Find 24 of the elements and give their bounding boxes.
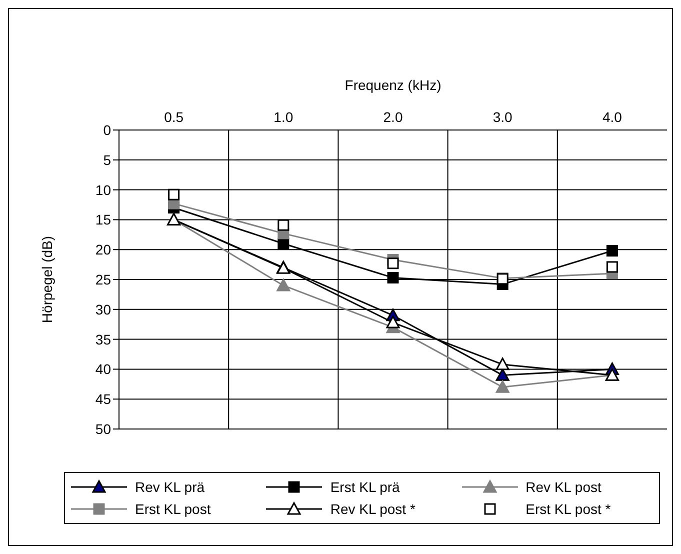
y-tick-label: 10 xyxy=(95,182,112,198)
y-tick-label: 40 xyxy=(95,361,112,378)
x-tick-label: 3.0 xyxy=(492,109,513,125)
legend-label: Rev KL post xyxy=(526,479,602,495)
x-tick-label: 2.0 xyxy=(383,109,403,125)
x-tick-label: 4.0 xyxy=(602,109,622,125)
y-tick-label: 50 xyxy=(95,420,112,437)
legend-label: Erst KL prä xyxy=(330,479,400,495)
legend-label: Erst KL post xyxy=(135,501,211,517)
x-tick-label: 0.5 xyxy=(164,109,184,125)
legend-label: Erst KL post * xyxy=(526,501,611,517)
x-axis-title: Frequenz (kHz) xyxy=(344,76,442,93)
x-tick-label: 1.0 xyxy=(274,109,294,125)
y-tick-label: 0 xyxy=(103,122,112,138)
y-tick-label: 5 xyxy=(103,152,112,168)
y-tick-label: 30 xyxy=(95,301,112,318)
y-axis-title: Hörpegel (dB) xyxy=(38,236,55,324)
y-tick-label: 15 xyxy=(95,212,112,228)
y-tick-label: 45 xyxy=(95,391,112,408)
y-tick-label: 20 xyxy=(95,242,112,258)
y-tick-label: 35 xyxy=(95,331,112,348)
legend-label: Rev KL post * xyxy=(330,501,416,517)
y-tick-label: 25 xyxy=(95,271,112,288)
legend-label: Rev KL prä xyxy=(135,479,205,495)
